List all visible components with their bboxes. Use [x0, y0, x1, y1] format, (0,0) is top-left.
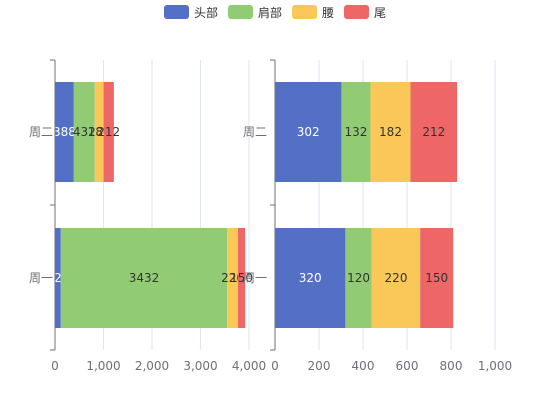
panel-2-x-tick-label: 600 [396, 359, 419, 373]
legend-item-head[interactable]: 头部 [164, 4, 218, 21]
panel-2-data-label: 212 [422, 125, 445, 139]
panel-2-data-label: 320 [299, 271, 322, 285]
panel-2-x-tick-label: 1,000 [478, 359, 512, 373]
panel-2-data-label: 150 [425, 271, 448, 285]
panel-2-bar-4-1 [420, 228, 454, 328]
panel-2-bar-2-1 [345, 228, 372, 328]
panel-1-bar-2-1 [60, 228, 228, 328]
panel-1-data-label: 388 [53, 125, 76, 139]
panel-1-bar-4-2 [103, 82, 114, 182]
legend-label-tail: 尾 [374, 5, 387, 20]
panel-2-x-tick-label: 400 [352, 359, 375, 373]
legend-swatch-shoulder [228, 5, 254, 19]
panel-2-x-tick-label: 800 [440, 359, 463, 373]
panel-1-bar-4-1 [237, 228, 246, 328]
panel-2-x-tick-label: 0 [271, 359, 279, 373]
panel-1-category-label: 周二 [29, 125, 53, 139]
panel-2-bar-2-2 [341, 82, 371, 182]
legend-item-waist[interactable]: 腰 [292, 4, 334, 21]
panel-2-bar-1-1 [275, 228, 346, 328]
panel-1-x-tick-label: 1,000 [86, 359, 120, 373]
panel-1-bar-1-2 [55, 82, 74, 182]
legend-swatch-tail [344, 5, 370, 19]
panel-1-bar-2-2 [73, 82, 95, 182]
panel-1-x-tick-label: 2,000 [135, 359, 169, 373]
chart-legend: 头部 肩部 腰 尾 [164, 3, 396, 21]
legend-item-tail[interactable]: 尾 [344, 4, 386, 21]
legend-label-waist: 腰 [322, 5, 335, 20]
panel-2-data-label: 220 [385, 271, 408, 285]
panel-2-data-label: 182 [379, 125, 402, 139]
panel-2-category-label: 周一 [243, 271, 267, 285]
panel-1-x-tick-label: 3,000 [183, 359, 217, 373]
panel-2-data-label: 132 [345, 125, 368, 139]
legend-swatch-head [164, 5, 189, 19]
panel-1-x-tick-label: 0 [51, 359, 59, 373]
panel-2-data-label: 120 [347, 271, 370, 285]
legend-label-head: 头部 [194, 5, 219, 20]
panel-2-bar-3-2 [370, 82, 411, 182]
panel-2-bar-3-1 [371, 228, 421, 328]
panel-1-data-label: 432 [73, 125, 96, 139]
panel-1-bar-1-1 [55, 228, 61, 328]
panel-2-x-tick-label: 200 [308, 359, 331, 373]
panel-1-data-label: 150 [230, 271, 253, 285]
panel-2-bar-1-2 [275, 82, 342, 182]
panel-1-data-label: 212 [97, 125, 120, 139]
panel-1-category-label: 周一 [29, 271, 53, 285]
panel-1-bar-3-2 [94, 82, 104, 182]
legend-swatch-waist [292, 5, 318, 19]
legend-label-shoulder: 肩部 [258, 5, 283, 20]
panel-1-x-tick-label: 4,000 [232, 359, 266, 373]
legend-item-shoulder[interactable]: 肩部 [228, 4, 282, 21]
panel-2-data-label: 302 [297, 125, 320, 139]
panel-2-bar-4-2 [410, 82, 458, 182]
panel-2-category-label: 周二 [243, 125, 267, 139]
panel-1-bar-3-1 [227, 228, 238, 328]
panel-1-data-label: 3432 [129, 271, 160, 285]
